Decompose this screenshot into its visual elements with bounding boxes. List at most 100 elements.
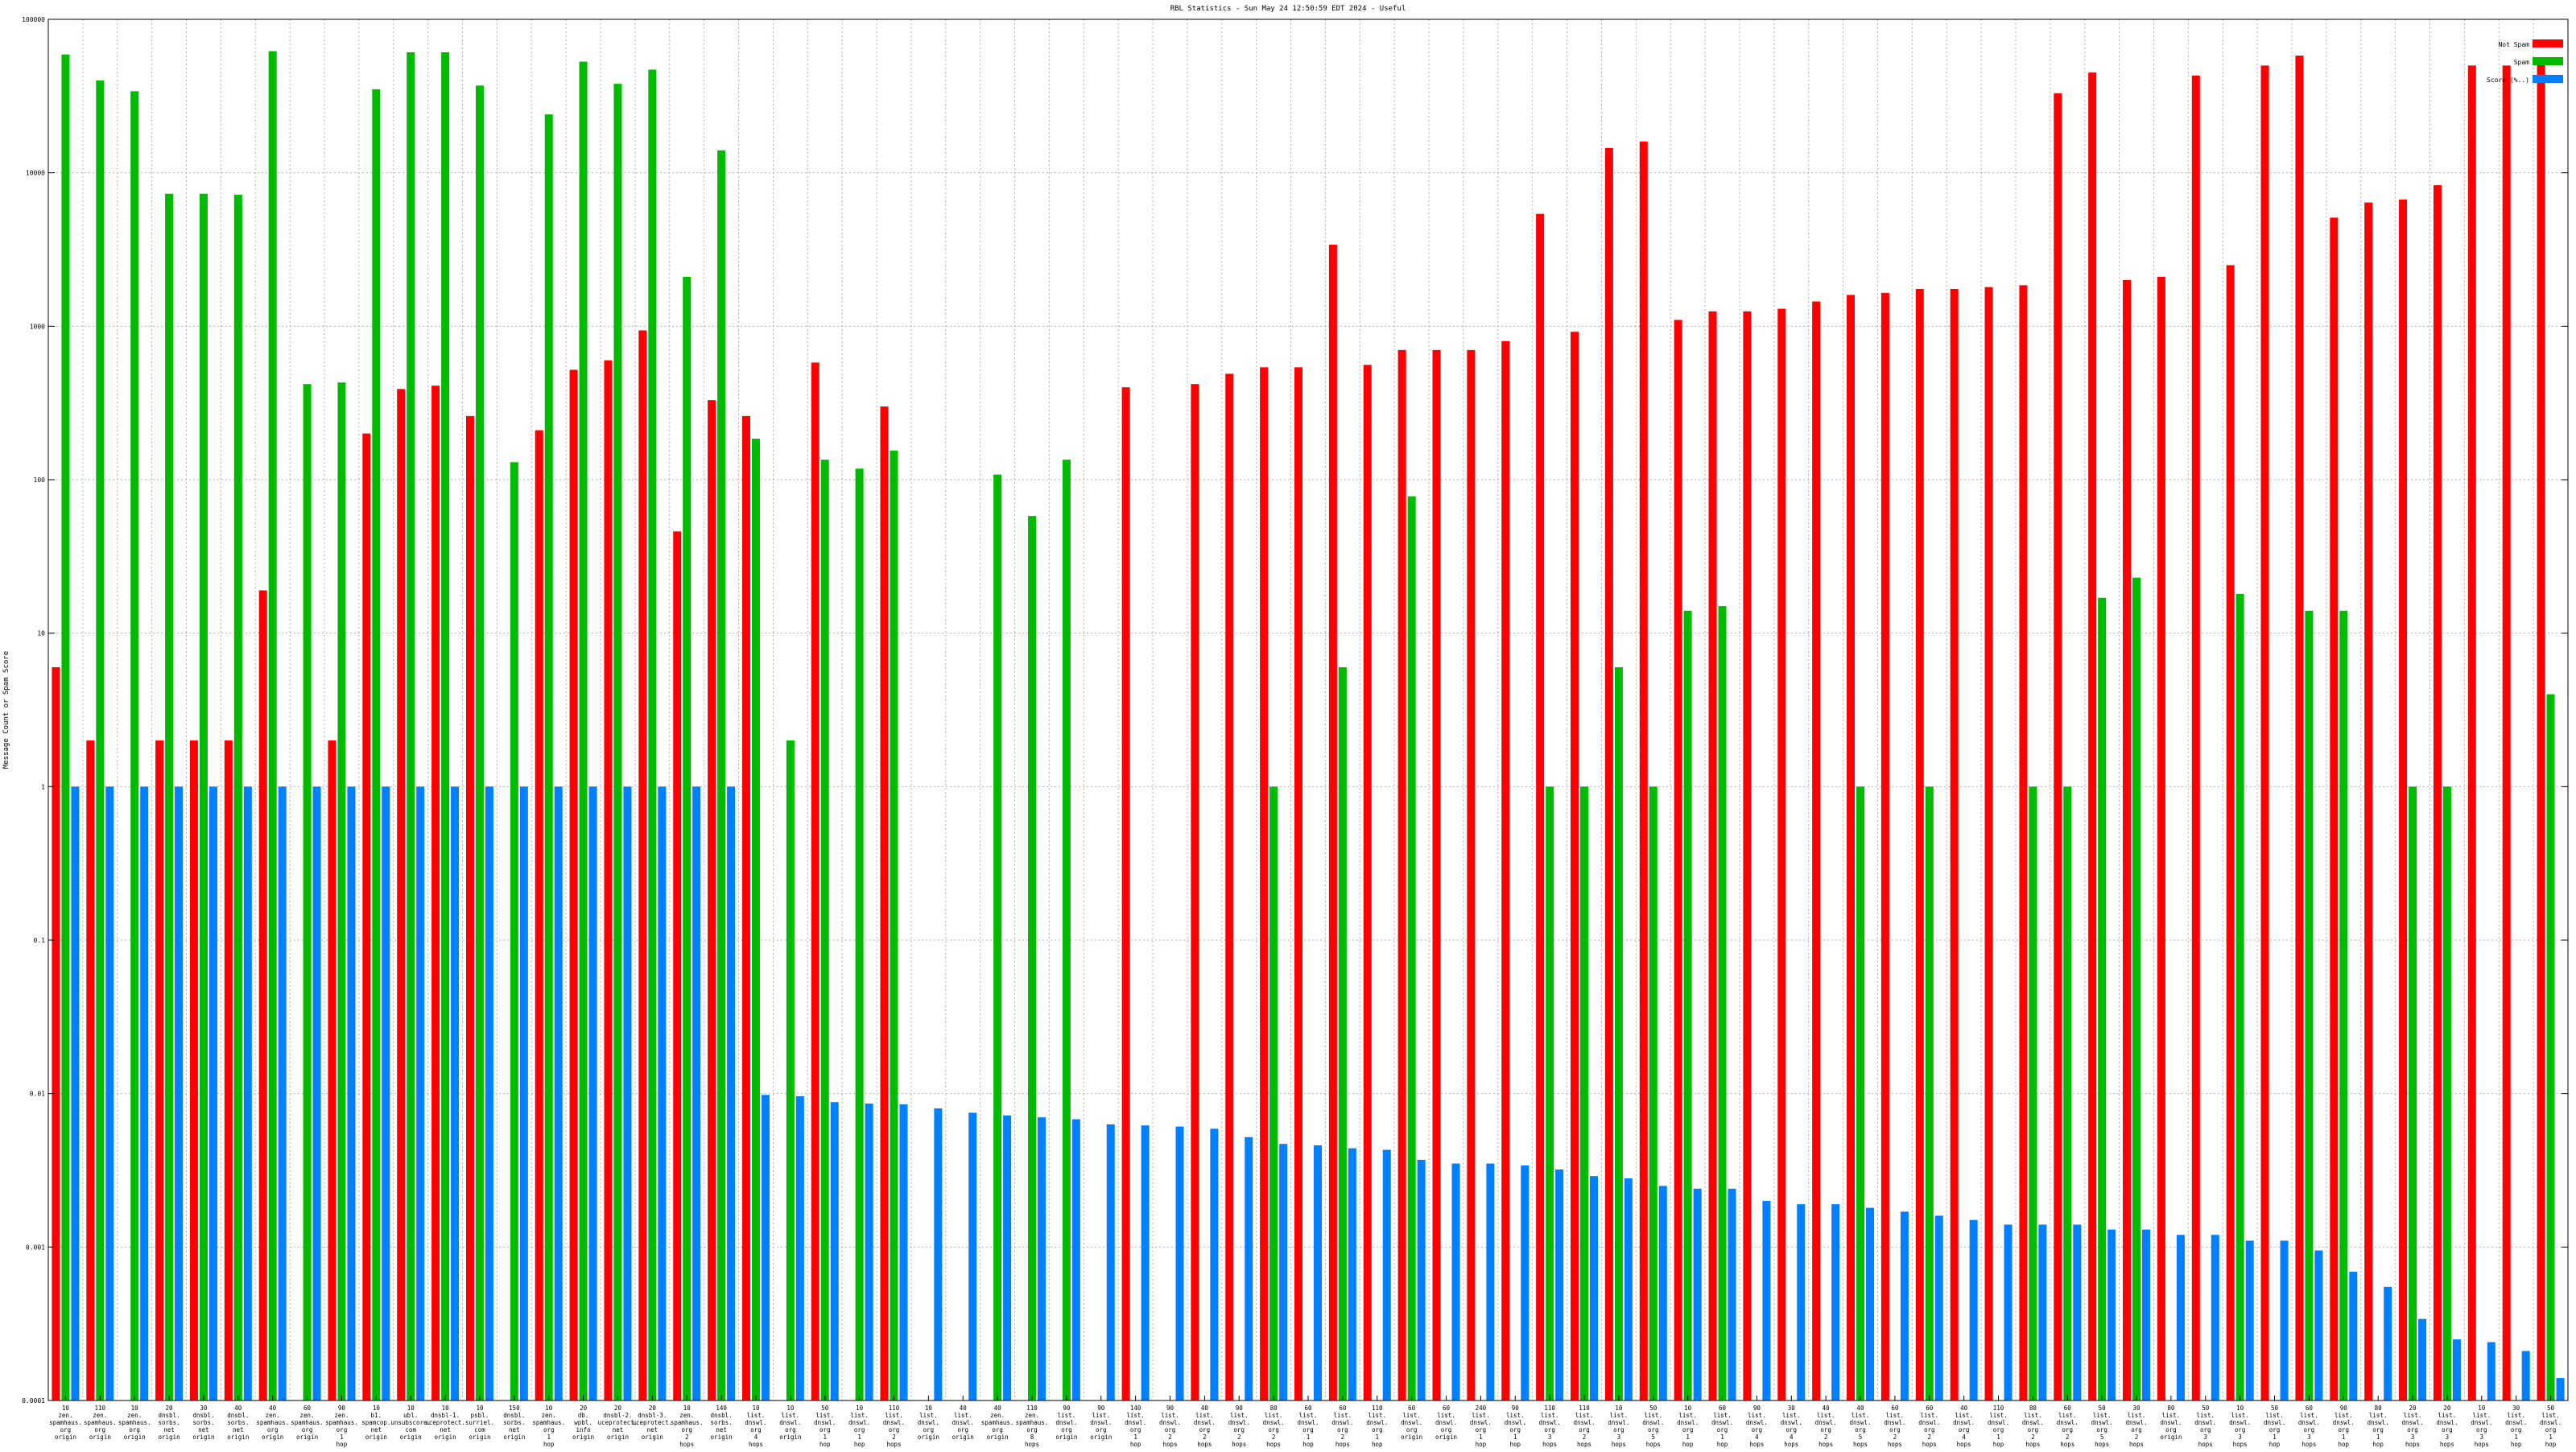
bar-spam [648,69,657,1400]
bar-spam [855,468,864,1401]
bar-score [1279,1144,1288,1400]
bar-not-spam [1743,311,1752,1400]
bar-spam [233,194,242,1400]
y-tick-label: 0.0001 [22,1397,45,1405]
x-tick-label: 20 list. dnswl. org 3 hops [2402,1405,2424,1448]
bar-spam [786,740,795,1400]
bar-score [934,1108,943,1400]
bar-score [1141,1125,1150,1400]
bar-score [2452,1339,2461,1400]
bar-spam [96,80,105,1400]
plot-frame [47,19,2569,1401]
bar-score [1658,1186,1667,1400]
bar-spam [2029,786,2037,1400]
bar-score [588,786,597,1400]
bar-score [2038,1224,2047,1400]
x-tick-label: 60 zen. spamhaus. org origin [291,1405,324,1441]
bar-not-spam [1571,332,1579,1400]
bar-score [1831,1204,1840,1400]
x-tick-label: 10 list. dnswl. org 1 hop [1677,1405,1699,1448]
bar-not-spam [1880,292,1889,1400]
legend-label: Score (%..) [2487,76,2529,84]
bar-not-spam [2295,56,2304,1400]
x-tick-label: 80 list. dnswl. org 2 hops [2022,1405,2044,1448]
bar-not-spam [1225,373,1234,1401]
bar-not-spam [638,330,647,1400]
bar-not-spam [258,590,267,1400]
x-tick-label: 50 list. dnswl. org 1 hop [2540,1405,2562,1448]
bar-spam [130,91,139,1401]
bar-score [795,1096,804,1400]
bar-not-spam [1328,244,1337,1400]
bar-spam [2235,593,2244,1400]
bar-spam [303,384,312,1401]
bar-score [2211,1235,2219,1400]
bar-not-spam [1847,295,1856,1401]
bar-not-spam [1501,340,1510,1401]
bar-score [2349,1272,2358,1400]
x-tick-label: 50 list. dnswl. org 5 hops [1642,1405,1664,1448]
bar-not-spam [2399,199,2408,1401]
x-tick-label: 10 list. dnswl. org origin [918,1405,939,1441]
x-tick-label: 60 list. dnswl. org 1 hop [1711,1405,1733,1448]
bar-score [2418,1318,2427,1400]
bar-not-spam [2467,65,2476,1401]
bar-score [312,786,321,1400]
x-tick-label: 40 dnsbl. sorbs. net origin [227,1405,249,1441]
bar-score [1003,1115,1012,1400]
y-tick-label: 10 [37,630,45,637]
bar-not-spam [708,400,716,1400]
bar-not-spam [2191,75,2200,1400]
bar-score [1417,1159,1426,1400]
x-tick-label: 20 dnsbl-2. uceprotect. net origin [598,1405,638,1441]
bar-spam [1269,786,1278,1400]
x-tick-label: 60 list. dnswl. org 1 hop [1297,1405,1319,1448]
x-tick-label: 90 zen. spamhaus. org 1 hop [325,1405,358,1448]
bar-score [1624,1178,1633,1400]
bar-score [175,786,184,1400]
x-tick-label: 90 list. dnswl. org 2 hops [1228,1405,1250,1448]
bar-spam [1580,786,1589,1400]
bar-score [727,786,736,1400]
bar-score [71,786,80,1400]
y-tick-label: 1000 [30,323,45,330]
bar-not-spam [880,406,889,1401]
bar-spam [1062,460,1071,1401]
bar-not-spam [1432,349,1441,1401]
bar-spam [510,462,518,1400]
y-tick-label: 0.001 [26,1244,45,1251]
bar-spam [613,84,622,1401]
bar-score [1934,1215,1943,1400]
bar-spam [1338,666,1347,1400]
bar-score [899,1104,908,1400]
x-tick-label: 60 list. dnswl. org 2 hops [1918,1405,1940,1448]
bar-score [382,786,390,1400]
x-tick-label: 40 zen. spamhaus. org origin [981,1405,1014,1441]
bar-score [1900,1211,1909,1400]
bar-score [208,786,217,1400]
bar-not-spam [2019,285,2028,1400]
legend-swatch [2533,39,2563,47]
bar-spam [2305,610,2314,1400]
bar-not-spam [2364,202,2373,1400]
legend-label: Spam [2514,59,2529,66]
x-tick-label: 30 list. dnswl. org 4 hops [1781,1405,1802,1448]
x-tick-label: 60 list. dnswl. org origin [1435,1405,1457,1441]
bar-spam [2546,694,2555,1400]
x-tick-label: 30 list. dnswl. org 1 hop [2505,1405,2527,1448]
x-tick-label: 110 list. dnswl. org 1 hop [1366,1405,1388,1448]
bar-spam [2098,597,2107,1400]
bar-score [761,1095,770,1400]
bar-score [2384,1286,2392,1400]
bar-not-spam [1674,320,1682,1400]
bar-spam [407,52,415,1401]
bar-not-spam [328,740,336,1400]
bar-not-spam [1294,367,1302,1400]
bar-not-spam [1536,213,1545,1401]
bar-spam [544,114,553,1400]
bars [52,51,2565,1401]
bar-score [1348,1148,1356,1400]
x-tick-label: 50 list. dnswl. org 1 hop [814,1405,836,1448]
bar-score [2245,1240,2254,1400]
